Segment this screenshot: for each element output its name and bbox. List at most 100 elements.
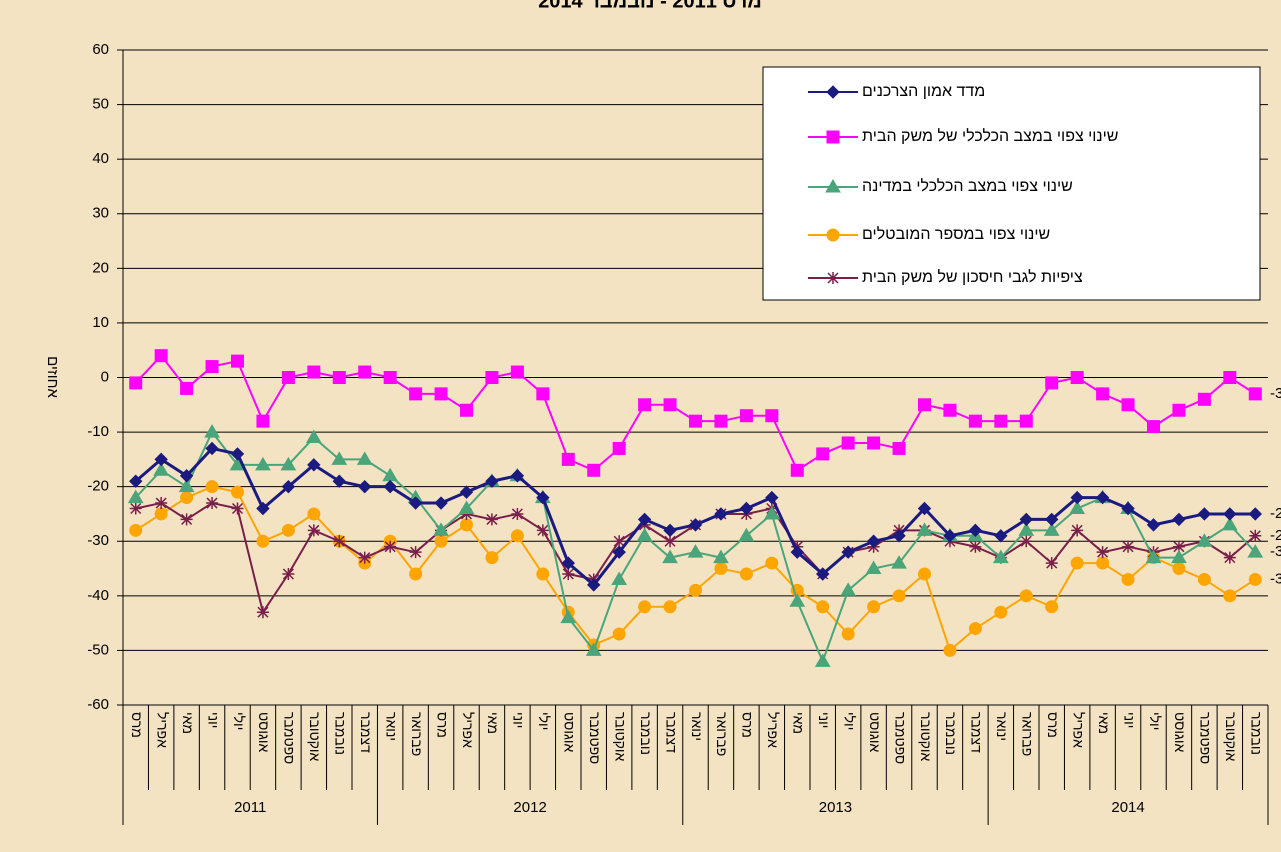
point xyxy=(790,545,804,559)
point xyxy=(358,551,371,564)
point xyxy=(826,228,840,242)
year-label: 2011 xyxy=(234,799,266,816)
x-tick-label: אפריל xyxy=(460,712,476,748)
x-tick-label: אוקטובר xyxy=(612,712,628,762)
point xyxy=(714,507,728,521)
point xyxy=(840,582,857,596)
point xyxy=(816,567,830,581)
point xyxy=(129,474,143,488)
point xyxy=(1122,540,1135,553)
point xyxy=(536,524,549,537)
point xyxy=(1146,518,1161,532)
x-tick-label: נובמבר xyxy=(638,712,654,755)
point xyxy=(178,478,195,493)
point xyxy=(562,568,575,580)
point xyxy=(1070,556,1084,570)
point xyxy=(180,381,194,395)
point xyxy=(510,529,524,543)
x-tick-label: מאי xyxy=(485,712,501,734)
point xyxy=(739,501,754,516)
point xyxy=(688,518,703,532)
point xyxy=(918,567,931,581)
point xyxy=(1248,507,1262,521)
y-tick-label: 50 xyxy=(92,96,109,113)
x-tick-label: יוני xyxy=(1121,712,1137,728)
y-tick-label: 30 xyxy=(92,205,109,222)
point xyxy=(1018,522,1035,536)
x-tick-label: מאי xyxy=(791,712,807,734)
x-tick-label: מרס xyxy=(1045,712,1061,738)
point xyxy=(841,627,855,641)
point xyxy=(943,403,957,417)
point xyxy=(1223,589,1237,603)
point xyxy=(409,567,423,581)
y-tick-label: 20 xyxy=(92,259,109,276)
point xyxy=(460,403,473,417)
point xyxy=(816,600,830,614)
point xyxy=(790,463,804,477)
point xyxy=(1070,371,1084,384)
point xyxy=(739,409,753,423)
point xyxy=(826,85,840,99)
point xyxy=(307,365,321,379)
x-tick-label: יולי xyxy=(231,712,247,730)
y-tick-label: -60 xyxy=(87,696,109,713)
point xyxy=(230,447,245,461)
point xyxy=(536,567,550,581)
point xyxy=(738,527,755,542)
point xyxy=(1043,522,1060,536)
point xyxy=(663,600,677,614)
point xyxy=(1223,551,1236,564)
x-tick-label: פברואר xyxy=(1020,712,1036,756)
point xyxy=(943,643,957,657)
point xyxy=(968,622,982,636)
point xyxy=(1069,500,1086,514)
point xyxy=(433,522,449,536)
x-tick-label: פברואר xyxy=(714,712,730,756)
point xyxy=(280,456,297,471)
point xyxy=(127,489,144,504)
x-tick-label: אוגוסט xyxy=(256,712,272,753)
point xyxy=(231,485,244,499)
point xyxy=(689,414,702,428)
point xyxy=(841,436,855,450)
x-tick-label: ינואר xyxy=(383,712,399,741)
point xyxy=(256,606,269,619)
point xyxy=(1196,533,1213,547)
point xyxy=(155,497,168,510)
point xyxy=(1172,562,1186,576)
point xyxy=(384,540,397,553)
point xyxy=(332,474,346,488)
y-tick-label: -50 xyxy=(87,641,109,658)
point xyxy=(282,568,295,580)
x-tick-label: אפריל xyxy=(1070,712,1086,748)
point xyxy=(714,414,728,428)
point xyxy=(434,496,448,510)
x-tick-label: ספטמבר xyxy=(892,712,908,764)
point xyxy=(434,534,448,548)
point xyxy=(331,451,348,465)
point xyxy=(485,371,499,384)
point xyxy=(281,371,295,384)
point xyxy=(713,549,729,564)
point xyxy=(180,491,194,505)
y-tick-label: 60 xyxy=(92,41,109,58)
point xyxy=(231,354,244,368)
x-tick-label: ספטמבר xyxy=(282,712,298,764)
point xyxy=(560,609,577,624)
point xyxy=(1172,403,1186,417)
point xyxy=(892,441,906,455)
x-tick-label: יולי xyxy=(536,712,552,730)
point xyxy=(536,387,550,401)
x-tick-label: מאי xyxy=(180,712,196,734)
point xyxy=(333,535,346,548)
x-tick-label: אפריל xyxy=(765,712,781,748)
point xyxy=(485,551,499,565)
point xyxy=(994,605,1008,619)
point xyxy=(206,497,219,510)
y-tick-label: -10 xyxy=(87,423,109,440)
point xyxy=(536,490,550,505)
point xyxy=(1147,420,1160,434)
point xyxy=(891,555,907,569)
